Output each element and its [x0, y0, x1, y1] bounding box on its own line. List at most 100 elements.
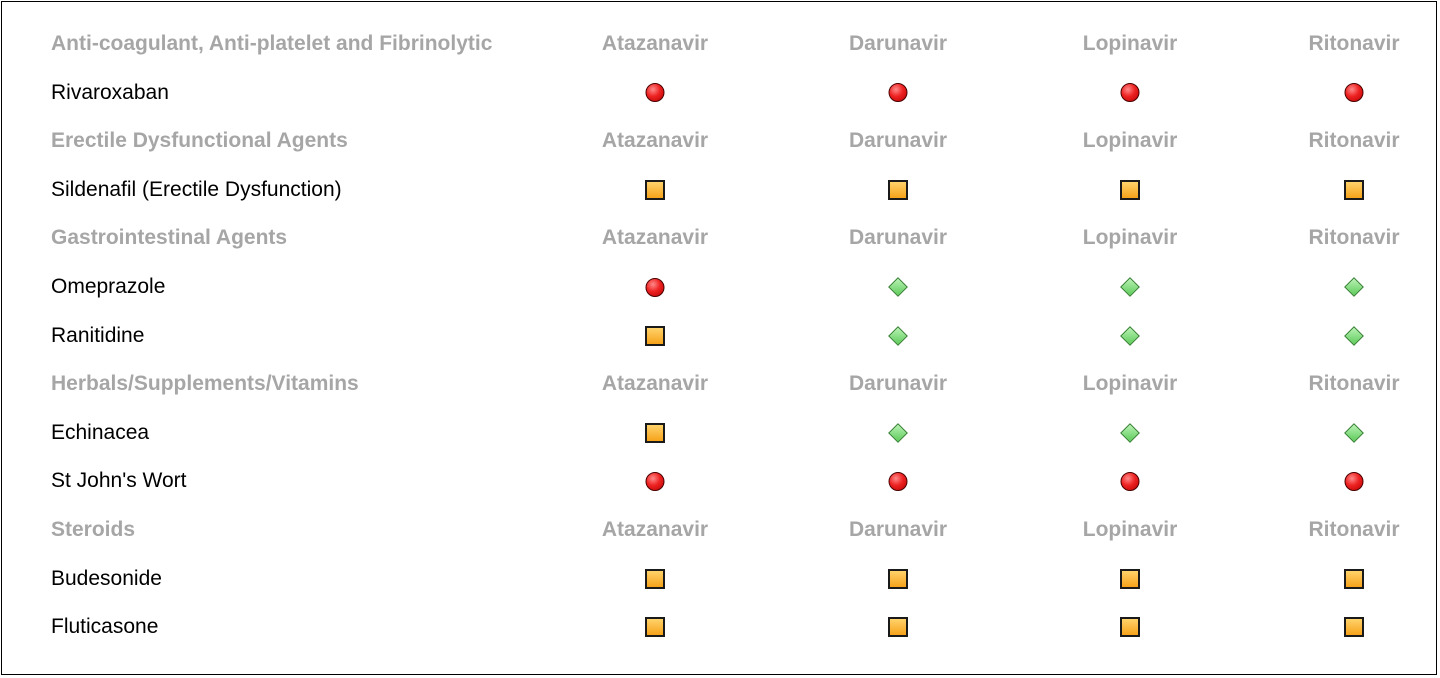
amber-square-icon: [1344, 179, 1364, 200]
drug-row: Echinacea: [2, 413, 1436, 453]
column-header-atazanavir: Atazanavir: [601, 372, 709, 396]
interaction-cell-lopinavir: [1120, 73, 1140, 113]
red-circle-icon: [1344, 471, 1364, 491]
drug-name: Sildenafil (Erectile Dysfunction): [51, 177, 342, 201]
red-circle-icon: [645, 277, 665, 297]
column-header-atazanavir: Atazanavir: [601, 226, 709, 250]
column-header-lopinavir: Lopinavir: [1082, 372, 1178, 396]
amber-square-icon: [1344, 568, 1364, 589]
column-header-lopinavir: Lopinavir: [1082, 518, 1178, 541]
interaction-cell-lopinavir: [1120, 316, 1140, 356]
red-circle-icon: [1344, 83, 1364, 103]
interaction-cell-atazanavir: [645, 170, 665, 210]
column-header-darunavir: Darunavir: [848, 518, 948, 541]
green-diamond-icon: [1344, 277, 1364, 297]
interaction-cell-lopinavir: [1120, 461, 1140, 501]
drug-row: Sildenafil (Erectile Dysfunction): [2, 170, 1436, 210]
green-diamond-icon: [888, 277, 908, 297]
green-diamond-icon: [888, 325, 908, 346]
category-header-row: Herbals/Supplements/Vitamins Atazanavir Da…: [2, 364, 1436, 404]
drug-name: Omeprazole: [51, 275, 166, 298]
red-circle-icon: [888, 83, 908, 103]
green-diamond-icon: [1344, 422, 1364, 443]
red-circle-icon: [1120, 471, 1140, 491]
amber-square-icon: [645, 617, 665, 638]
interaction-cell-lopinavir: [1120, 267, 1140, 307]
interaction-cell-atazanavir: [645, 559, 665, 599]
interaction-cell-darunavir: [888, 73, 908, 113]
category-label: Herbals/Supplements/Vitamins: [51, 372, 359, 396]
interaction-cell-lopinavir: [1120, 607, 1140, 647]
drug-name: Echinacea: [51, 420, 150, 444]
interaction-cell-ritonavir: [1344, 267, 1364, 307]
interaction-cell-ritonavir: [1344, 73, 1364, 113]
drug-name: Budesonide: [51, 566, 162, 590]
drug-name: Ranitidine: [51, 323, 145, 347]
column-header-ritonavir: Ritonavir: [1308, 129, 1400, 153]
interaction-cell-lopinavir: [1120, 170, 1140, 210]
column-header-lopinavir: Lopinavir: [1082, 32, 1178, 55]
column-header-darunavir: Darunavir: [848, 129, 948, 153]
amber-square-icon: [888, 617, 908, 638]
interaction-cell-darunavir: [888, 413, 908, 453]
column-header-atazanavir: Atazanavir: [601, 129, 709, 153]
category-header-row: Erectile Dysfunctional Agents Atazanavir D…: [2, 121, 1436, 161]
column-header-ritonavir: Ritonavir: [1308, 226, 1400, 250]
drug-row: St John's Wort: [2, 461, 1436, 501]
red-circle-icon: [645, 471, 665, 491]
column-header-darunavir: Darunavir: [848, 372, 948, 396]
column-header-darunavir: Darunavir: [848, 226, 948, 250]
drug-name: Fluticasone: [51, 615, 159, 639]
amber-square-icon: [645, 422, 665, 443]
drug-name: St John's Wort: [51, 469, 187, 493]
interaction-cell-lopinavir: [1120, 413, 1140, 453]
category-header-row: Anti-coagulant, Anti-platelet and Fibrin…: [2, 24, 1436, 64]
column-header-ritonavir: Ritonavir: [1308, 518, 1400, 541]
green-diamond-icon: [1120, 422, 1140, 443]
amber-square-icon: [1344, 617, 1364, 638]
interaction-cell-atazanavir: [645, 607, 665, 647]
interaction-cell-ritonavir: [1344, 559, 1364, 599]
red-circle-icon: [1120, 83, 1140, 103]
drug-row: Fluticasone: [2, 607, 1436, 647]
interaction-cell-lopinavir: [1120, 559, 1140, 599]
interaction-cell-darunavir: [888, 559, 908, 599]
amber-square-icon: [888, 179, 908, 200]
amber-square-icon: [888, 568, 908, 589]
interaction-cell-ritonavir: [1344, 170, 1364, 210]
interaction-cell-atazanavir: [645, 73, 665, 113]
red-circle-icon: [888, 471, 908, 491]
column-header-lopinavir: Lopinavir: [1082, 129, 1178, 153]
interaction-cell-ritonavir: [1344, 413, 1364, 453]
category-label: Erectile Dysfunctional Agents: [51, 129, 348, 153]
drug-row: Rivaroxaban: [2, 73, 1436, 113]
column-header-ritonavir: Ritonavir: [1308, 32, 1400, 55]
green-diamond-icon: [1120, 277, 1140, 297]
column-header-atazanavir: Atazanavir: [601, 32, 709, 55]
amber-square-icon: [1120, 568, 1140, 589]
drug-row: Omeprazole: [2, 267, 1436, 307]
interaction-cell-atazanavir: [645, 413, 665, 453]
category-label: Steroids: [51, 518, 136, 541]
green-diamond-icon: [1344, 325, 1364, 346]
category-label: Anti-coagulant, Anti-platelet and Fibrin…: [51, 32, 493, 55]
green-diamond-icon: [1120, 325, 1140, 346]
interaction-cell-darunavir: [888, 267, 908, 307]
column-header-atazanavir: Atazanavir: [601, 518, 709, 541]
interaction-cell-darunavir: [888, 316, 908, 356]
column-header-darunavir: Darunavir: [848, 32, 948, 55]
interaction-cell-atazanavir: [645, 316, 665, 356]
column-header-lopinavir: Lopinavir: [1082, 226, 1178, 250]
category-label: Gastrointestinal Agents: [51, 226, 288, 250]
amber-square-icon: [645, 325, 665, 346]
amber-square-icon: [645, 568, 665, 589]
green-diamond-icon: [888, 422, 908, 443]
interaction-cell-atazanavir: [645, 267, 665, 307]
column-header-ritonavir: Ritonavir: [1308, 372, 1400, 396]
drug-row: Budesonide: [2, 559, 1436, 599]
category-header-row: Steroids Atazanavir Darunavir Lopinavir Rito…: [2, 510, 1436, 550]
interaction-cell-ritonavir: [1344, 316, 1364, 356]
amber-square-icon: [1120, 179, 1140, 200]
